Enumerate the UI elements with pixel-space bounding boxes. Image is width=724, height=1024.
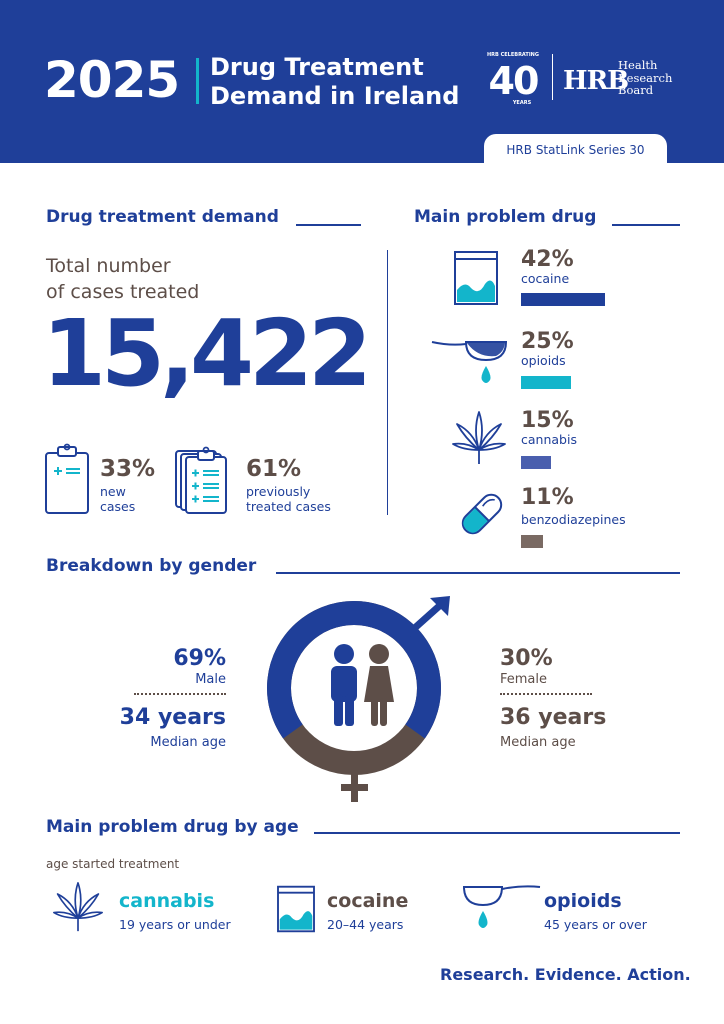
column-divider <box>387 250 388 515</box>
previous-cases-pct: 61% <box>246 456 302 482</box>
main-drug-heading-rule <box>612 224 680 226</box>
previous-cases-line2: treated cases <box>246 499 331 514</box>
clipboard-stack-icon <box>175 446 227 514</box>
age-drug-name: opioids <box>544 890 622 912</box>
male-label: Male <box>195 672 226 687</box>
male-dotted-divider <box>134 693 226 695</box>
hrb-name-line: Board <box>618 83 654 98</box>
previous-cases-line1: previously <box>246 484 311 499</box>
male-pct: 69% <box>173 646 226 671</box>
tagline: Research. Evidence. Action. <box>440 965 691 984</box>
age-drug-name: cannabis <box>119 890 215 912</box>
series-label: HRB StatLink Series 30 <box>506 143 645 157</box>
drug-bar-cannabis <box>521 456 551 469</box>
hrb-name-line: Health <box>618 58 658 72</box>
total-label-line2: of cases treated <box>46 280 200 303</box>
cannabis-leaf-icon <box>452 411 506 464</box>
logo40-top-text: HRB CELEBRATING <box>487 52 539 58</box>
report-title-line1: Drug Treatment <box>210 53 424 81</box>
gender-heading: Breakdown by gender <box>46 556 257 576</box>
hrb-name-line: Research <box>618 70 673 85</box>
spoon-drop-icon <box>431 341 508 383</box>
drug-name: cannabis <box>521 432 577 447</box>
total-label-line1: Total number <box>46 255 171 277</box>
new-cases-line2: cases <box>100 499 136 514</box>
main-drug-heading: Main problem drug <box>414 207 597 227</box>
hrb-40-years-logo: HRB CELEBRATING 40 YEARS <box>487 52 540 106</box>
series-tab <box>484 134 667 164</box>
drug-pct: 25% <box>521 329 574 354</box>
female-pct: 30% <box>500 646 553 671</box>
gender-heading-rule <box>276 572 680 574</box>
female-median-age-label: Median age <box>500 735 576 750</box>
new-cases-pct: 33% <box>100 456 156 482</box>
logo40-bottom-text: YEARS <box>512 100 532 106</box>
logo-divider <box>552 54 553 100</box>
drug-name: opioids <box>521 353 566 368</box>
cocaine-bag-icon <box>454 251 498 305</box>
female-median-age: 36 years <box>500 705 607 730</box>
clipboard-icon <box>45 443 89 514</box>
drug-bar-cocaine <box>521 293 605 306</box>
by-age-subheading: age started treatment <box>46 857 180 871</box>
age-drug-range: 45 years or over <box>544 917 647 932</box>
new-cases-label: new cases <box>100 484 135 514</box>
drug-pct: 42% <box>521 247 574 272</box>
hrb-logo: HRB <box>563 66 629 96</box>
cocaine-bag-icon <box>277 885 315 933</box>
age-drug-name: cocaine <box>327 890 409 912</box>
new-cases-line1: new <box>100 484 126 499</box>
previous-cases-label: previously treated cases <box>246 484 331 514</box>
report-year: 2025 <box>44 51 180 109</box>
total-cases-label: Total number of cases treated <box>46 254 199 305</box>
hrb-name: Health Research Board <box>618 59 672 97</box>
logo40-number: 40 <box>489 59 538 103</box>
female-figure-icon <box>364 644 394 726</box>
by-age-heading: Main problem drug by age <box>46 817 299 837</box>
female-label: Female <box>500 672 548 687</box>
header-divider <box>196 58 199 104</box>
age-drug-range: 20–44 years <box>327 917 404 932</box>
drug-name: cocaine <box>521 271 570 286</box>
female-dotted-divider <box>500 693 592 695</box>
cannabis-leaf-icon <box>53 882 103 932</box>
gender-ring-male <box>267 601 441 739</box>
drug-pct: 15% <box>521 408 574 433</box>
male-median-age: 34 years <box>119 705 226 730</box>
age-drug-range: 19 years or under <box>119 917 231 932</box>
demand-heading: Drug treatment demand <box>46 207 279 227</box>
spoon-drop-icon <box>462 885 541 928</box>
male-symbol-arrow-icon <box>430 596 450 616</box>
total-cases-value: 15,422 <box>42 300 372 407</box>
drug-name: benzodiazepines <box>521 512 626 527</box>
male-median-age-label: Median age <box>150 735 226 750</box>
gender-donut <box>267 596 450 802</box>
demand-heading-rule <box>296 224 361 226</box>
report-title-line2: Demand in Ireland <box>210 82 460 110</box>
drug-bar-benzodiazepines <box>521 535 543 548</box>
drug-bar-opioids <box>521 376 571 389</box>
pill-capsule-icon <box>461 493 503 535</box>
male-figure-icon <box>331 644 357 726</box>
drug-pct: 11% <box>521 485 574 510</box>
by-age-heading-rule <box>314 832 680 834</box>
